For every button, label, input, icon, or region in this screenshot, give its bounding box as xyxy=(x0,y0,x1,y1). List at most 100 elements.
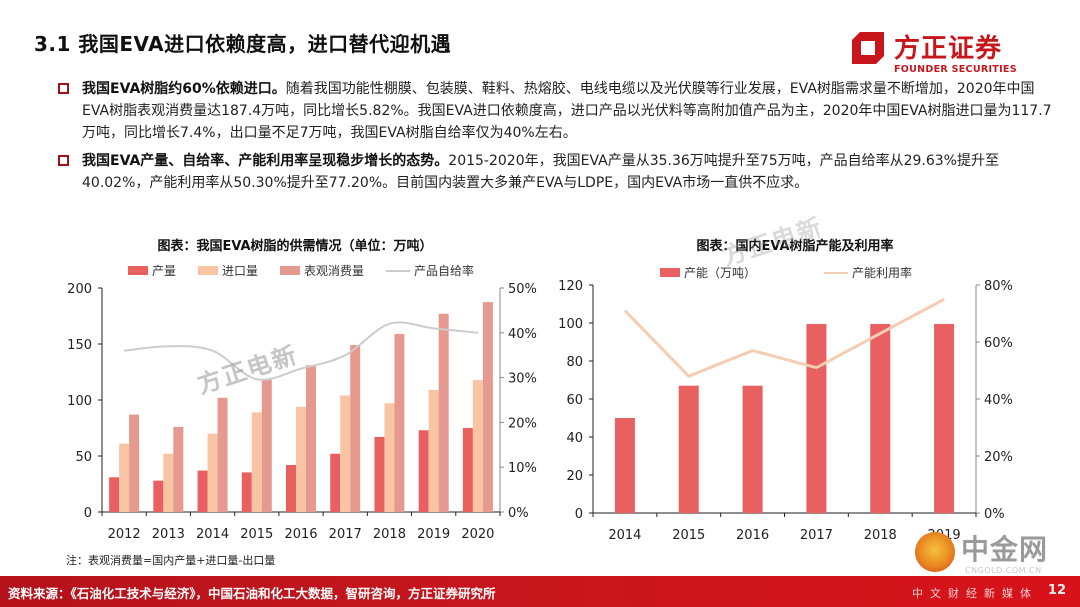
y-tick-label-right: 40% xyxy=(984,393,1013,408)
footer-bar: 资料来源：《石油化工技术与经济》，中国石油和化工大数据，智研咨询，方正证券研究所… xyxy=(0,576,1080,607)
bar xyxy=(330,453,341,512)
legend-label: 产能利用率 xyxy=(852,266,913,280)
legend-swatch xyxy=(128,266,148,275)
x-tick-label: 2020 xyxy=(461,527,494,542)
square-bullet-icon xyxy=(58,83,69,94)
legend-swatch xyxy=(198,266,219,275)
bar xyxy=(614,418,635,513)
legend-item: 产能利用率 xyxy=(824,264,912,281)
legend-label: 产量 xyxy=(152,264,177,278)
legend-swatch xyxy=(386,269,411,272)
bar xyxy=(306,365,316,512)
bar xyxy=(678,385,699,513)
legend-label: 表观消费量 xyxy=(304,264,365,278)
page-title: 3.1 我国EVA进口依赖度高，进口替代迎机遇 xyxy=(34,32,452,56)
legend-label: 产品自给率 xyxy=(414,264,475,278)
y-tick-label-right: 10% xyxy=(508,461,537,476)
bar xyxy=(438,313,449,512)
y-tick-label-left: 0 xyxy=(575,507,583,522)
logo-text-en: FOUNDER SECURITIES xyxy=(894,64,1017,75)
chart-title-capacity: 图表：国内EVA树脂产能及利用率 xyxy=(696,239,894,254)
bar xyxy=(806,323,827,513)
x-tick-label: 2014 xyxy=(608,528,641,543)
y-tick-label-right: 80% xyxy=(984,279,1013,294)
x-tick-label: 2015 xyxy=(672,528,705,543)
page-number: 12 xyxy=(1047,583,1066,598)
bullet-text: 随着我国功能性棚膜、包装膜、鞋料、热熔胶、电线电缆以及光伏膜等行业发展，EVA树… xyxy=(82,81,1052,141)
legend-label: 产能（万吨） xyxy=(684,266,757,280)
y-tick-label-left: 80 xyxy=(566,355,583,370)
x-tick-label: 2016 xyxy=(284,527,317,542)
bar xyxy=(742,385,763,513)
bullet-item: 我国EVA树脂约60%依赖进口。随着我国功能性棚膜、包装膜、鞋料、热熔胶、电线电… xyxy=(56,78,1056,144)
x-tick-label: 2017 xyxy=(329,527,362,542)
bar xyxy=(472,380,483,512)
x-tick-label: 2015 xyxy=(240,527,273,542)
bar xyxy=(153,480,164,512)
legend-item: 进口量 xyxy=(198,262,258,279)
bar xyxy=(462,428,473,512)
chart-title-supply-demand: 图表：我国EVA树脂的供需情况（单位：万吨） xyxy=(157,239,433,254)
legend-swatch xyxy=(660,268,680,277)
chart-legend-capacity: 产能（万吨） 产能利用率 xyxy=(660,264,934,281)
x-tick-label: 2017 xyxy=(800,528,833,543)
bar xyxy=(251,412,262,512)
x-tick-label: 2019 xyxy=(417,527,450,542)
bar xyxy=(296,406,306,512)
bar xyxy=(207,433,218,512)
bullet-heading: 我国EVA树脂约60%依赖进口。 xyxy=(82,81,286,97)
legend-swatch xyxy=(280,266,301,275)
cngold-logo-icon xyxy=(915,532,955,572)
y-tick-label-left: 60 xyxy=(566,393,583,408)
site-watermark: 中金网 CNGOLD.COM.CN xyxy=(915,530,1075,576)
chart-legend-supply-demand: 产量 进口量 表观消费量 产品自给率 xyxy=(128,262,496,279)
bar xyxy=(241,472,252,512)
legend-item: 产品自给率 xyxy=(386,262,474,279)
watermark-text: 方正电新 xyxy=(718,212,827,272)
chart-supply-demand: 0 50 100 150 200 0% 10% 20% 30% 40% 50% 2012 2013 201… xyxy=(67,282,537,542)
bullet-heading: 我国EVA产量、自给率、产能利用率呈现稳步增长的态势。 xyxy=(82,153,449,169)
bar xyxy=(286,464,296,512)
site-media-text: 中文财经新媒体 xyxy=(912,587,1038,600)
bar xyxy=(482,302,493,512)
y-tick-label-right: 20% xyxy=(508,416,537,431)
bar xyxy=(119,443,130,512)
y-tick-label-left: 120 xyxy=(558,279,583,294)
site-watermark-cn: 中金网 xyxy=(961,533,1049,566)
bar xyxy=(384,403,395,512)
y-tick-label-right: 50% xyxy=(508,282,537,297)
square-bullet-icon xyxy=(58,155,69,166)
chart-capacity: 0 20 40 60 80 100 120 0% 20% 40% 60% 80% 2014 2015 201… xyxy=(558,279,1013,543)
bar xyxy=(428,389,439,512)
y-tick-label-right: 60% xyxy=(984,336,1013,351)
source-text: 资料来源：《石油化工技术与经济》，中国石油和化工大数据，智研咨询，方正证券研究所 xyxy=(8,586,496,601)
y-tick-label-left: 0 xyxy=(84,506,92,521)
bar xyxy=(109,477,120,512)
y-tick-label-left: 100 xyxy=(67,394,92,409)
y-tick-label-right: 0% xyxy=(984,507,1005,522)
legend-label: 进口量 xyxy=(222,264,259,278)
logo-text-cn: 方正证券 xyxy=(894,34,1003,64)
line-series xyxy=(124,321,478,381)
line-series xyxy=(623,297,945,378)
y-tick-label-right: 20% xyxy=(984,450,1013,465)
y-tick-label-right: 40% xyxy=(508,327,537,342)
legend-item: 表观消费量 xyxy=(280,262,364,279)
legend-item: 产量 xyxy=(128,262,176,279)
bar xyxy=(418,430,429,512)
bullet-item: 我国EVA产量、自给率、产能利用率呈现稳步增长的态势。2015-2020年，我国… xyxy=(56,150,1056,194)
bar xyxy=(870,323,891,513)
bullet-list: 我国EVA树脂约60%依赖进口。随着我国功能性棚膜、包装膜、鞋料、热熔胶、电线电… xyxy=(56,78,1056,200)
company-logo: 方正证券 FOUNDER SECURITIES xyxy=(850,28,1030,80)
y-tick-label-left: 40 xyxy=(566,431,583,446)
bar xyxy=(163,453,174,512)
chart-note: 注：表观消费量=国内产量+进口量-出口量 xyxy=(66,554,276,567)
bar xyxy=(217,397,228,512)
bar xyxy=(129,414,140,512)
x-tick-label: 2013 xyxy=(152,527,185,542)
bar xyxy=(173,426,184,512)
bar xyxy=(197,470,208,512)
y-tick-label-left: 200 xyxy=(67,282,92,297)
y-tick-label-left: 20 xyxy=(566,469,583,484)
bar xyxy=(934,323,955,513)
